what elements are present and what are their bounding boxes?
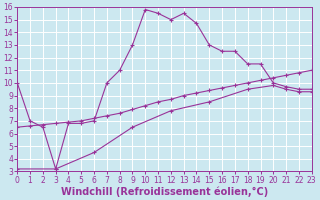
- X-axis label: Windchill (Refroidissement éolien,°C): Windchill (Refroidissement éolien,°C): [61, 186, 268, 197]
